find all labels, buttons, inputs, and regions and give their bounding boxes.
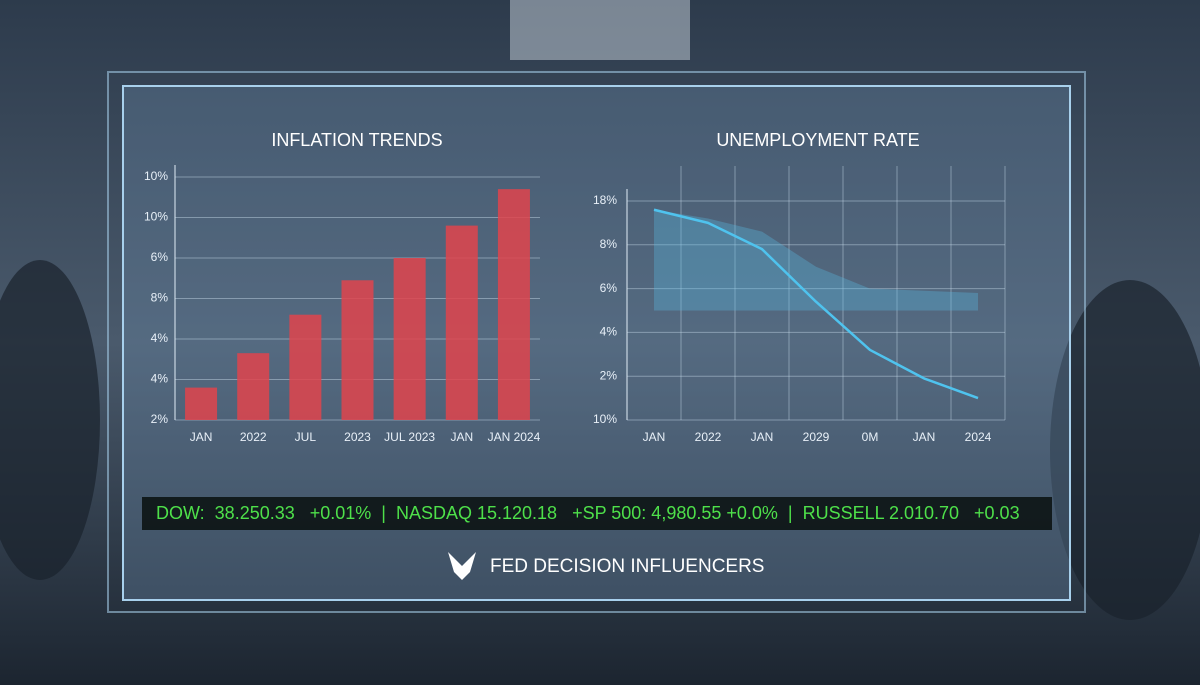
bar bbox=[237, 353, 270, 420]
person bbox=[0, 260, 100, 580]
x-tick-label: JAN bbox=[751, 430, 774, 444]
bar bbox=[185, 387, 218, 420]
x-tick-label: JAN bbox=[190, 430, 213, 444]
x-tick-label: 0M bbox=[862, 430, 879, 444]
bar bbox=[341, 280, 374, 420]
y-tick-label: 4% bbox=[151, 372, 169, 386]
person bbox=[1050, 280, 1200, 620]
y-tick-label: 2% bbox=[151, 412, 169, 426]
y-tick-label: 4% bbox=[600, 325, 618, 339]
ticker: DOW: 38.250.33 +0.01% | NASDAQ 15.120.18… bbox=[156, 503, 1020, 523]
bar bbox=[289, 314, 322, 420]
y-tick-label: 18% bbox=[593, 193, 617, 207]
y-tick-label: 10% bbox=[144, 210, 168, 224]
x-tick-label: JAN bbox=[643, 430, 666, 444]
outer-frame bbox=[107, 71, 1086, 613]
y-tick-label: 4% bbox=[151, 331, 169, 345]
x-tick-label: JUL bbox=[295, 430, 317, 444]
y-tick-label: 8% bbox=[600, 237, 618, 251]
footer: FED DECISION INFLUENCERS bbox=[490, 556, 764, 577]
bar bbox=[393, 258, 426, 420]
chart-title: INFLATION TRENDS bbox=[271, 130, 442, 150]
x-tick-label: JAN bbox=[450, 430, 473, 444]
bar bbox=[445, 225, 478, 420]
x-tick-label: 2029 bbox=[803, 430, 830, 444]
bar bbox=[497, 189, 530, 420]
x-tick-label: 2023 bbox=[344, 430, 371, 444]
x-tick-label: JUL 2023 bbox=[384, 430, 435, 444]
ceiling-light bbox=[510, 0, 690, 60]
x-tick-label: 2024 bbox=[965, 430, 992, 444]
x-tick-label: 2022 bbox=[695, 430, 722, 444]
y-tick-label: 2% bbox=[600, 368, 618, 382]
line bbox=[653, 208, 979, 400]
y-tick-label: 8% bbox=[151, 291, 169, 305]
y-tick-label: 10% bbox=[593, 412, 617, 426]
ticker-bar bbox=[142, 497, 1052, 530]
x-tick-label: JAN bbox=[913, 430, 936, 444]
y-tick-label: 6% bbox=[600, 281, 618, 295]
x-tick-label: JAN 2024 bbox=[488, 430, 541, 444]
y-tick-label: 6% bbox=[151, 250, 169, 264]
chart-title: UNEMPLOYMENT RATE bbox=[716, 130, 919, 150]
x-tick-label: 2022 bbox=[240, 430, 267, 444]
y-tick-label: 10% bbox=[144, 169, 168, 183]
eagle-icon bbox=[448, 552, 476, 580]
